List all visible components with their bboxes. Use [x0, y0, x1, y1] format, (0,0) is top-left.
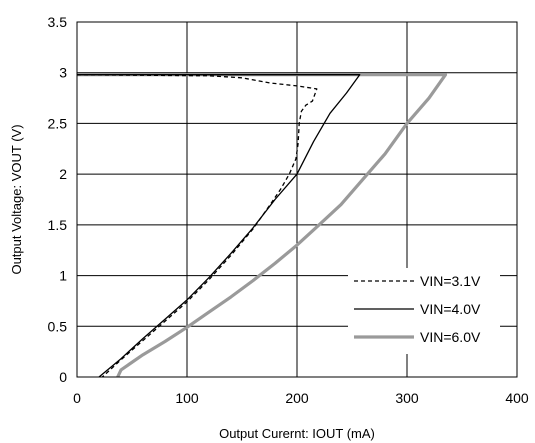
x-tick-label: 400 [505, 390, 529, 406]
series-line-vin-3-1v [76, 74, 318, 378]
x-axis-label: Output Curernt: IOUT (mA) [219, 426, 375, 441]
y-tick-label: 1.5 [48, 217, 68, 233]
grid-lines [77, 22, 517, 377]
x-tick-label: 200 [285, 390, 309, 406]
y-tick-label: 0.5 [48, 318, 68, 334]
series-line-vin-4-0v [77, 74, 361, 378]
y-tick-label: 1 [59, 268, 67, 284]
legend-box [348, 268, 500, 354]
legend-label: VIN=3.1V [420, 273, 481, 289]
legend-label: VIN=4.0V [420, 301, 481, 317]
plot-area-frame [76, 21, 518, 378]
legend: VIN=3.1V VIN=4.0V VIN=6.0V [348, 268, 500, 354]
tick-labels: 0 100 200 300 400 0 0.5 1 1.5 2 2.5 3 3.5 [48, 14, 529, 406]
legend-label: VIN=6.0V [420, 329, 481, 345]
y-tick-label: 2.5 [48, 115, 68, 131]
y-tick-label: 0 [59, 369, 67, 385]
y-tick-label: 3 [59, 65, 67, 81]
y-axis-label: Output Voltage: VOUT (V) [9, 124, 24, 274]
y-tick-label: 3.5 [48, 14, 68, 30]
y-tick-label: 2 [59, 166, 67, 182]
x-tick-label: 300 [395, 390, 419, 406]
x-tick-label: 0 [73, 390, 81, 406]
x-tick-label: 100 [175, 390, 199, 406]
series-lines [76, 73, 448, 378]
series-line-vin-6-0v [77, 73, 448, 378]
